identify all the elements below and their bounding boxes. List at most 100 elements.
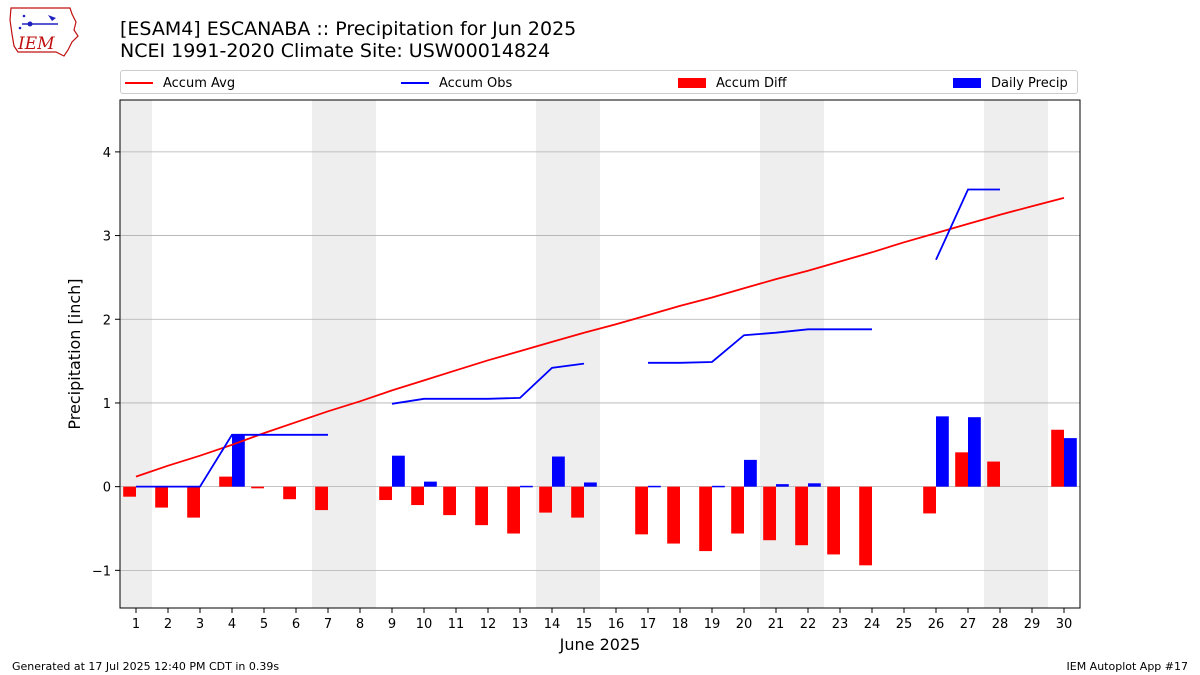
accum-diff-bar <box>827 486 840 555</box>
y-tick-label: 4 <box>103 146 111 161</box>
logo-text: IEM <box>17 34 55 54</box>
daily-precip-bar <box>776 484 789 487</box>
y-axis-label: Precipitation [inch] <box>65 278 84 429</box>
accum-diff-bar <box>731 486 744 534</box>
x-axis-label: June 2025 <box>559 635 641 654</box>
x-tick-label: 5 <box>260 617 268 632</box>
accum-diff-bar <box>635 486 648 535</box>
legend-item-accum-avg: Accum Avg <box>125 74 235 92</box>
accum-diff-bar <box>699 486 712 552</box>
accum-diff-bar <box>667 486 680 544</box>
chart-title: [ESAM4] ESCANABA :: Precipitation for Ju… <box>120 18 577 40</box>
legend-item-accum-obs: Accum Obs <box>401 74 512 92</box>
x-tick-label: 21 <box>768 617 785 632</box>
daily-precip-bar <box>232 434 245 487</box>
plot-frame <box>119 99 1081 609</box>
accum-diff-bar <box>251 486 264 489</box>
legend-item-daily-precip: Daily Precip <box>953 74 1068 92</box>
iem-iowa-logo: IEM <box>9 7 79 57</box>
daily-precip-bar <box>808 483 821 487</box>
x-tick-label: 27 <box>960 617 977 632</box>
y-tick-label: 2 <box>103 313 111 328</box>
x-tick-label: 12 <box>480 617 497 632</box>
legend-swatch-accum-obs <box>401 82 429 84</box>
daily-precip-bar <box>520 485 533 488</box>
weekend-band <box>536 100 568 608</box>
legend-label-daily-precip: Daily Precip <box>991 75 1068 91</box>
accum-diff-bar <box>1051 429 1064 487</box>
y-axis: −1 0 1 2 3 4 <box>92 146 120 579</box>
accum-obs-line <box>391 362 585 405</box>
x-tick-label: 30 <box>1056 617 1073 632</box>
accum-diff-bar <box>763 486 776 541</box>
weekend-band <box>568 100 600 608</box>
accum-obs-line <box>136 433 328 488</box>
legend-swatch-accum-diff <box>678 78 706 88</box>
accum-diff-bar <box>923 486 936 514</box>
x-tick-label: 15 <box>576 617 593 632</box>
accum-diff-bar <box>571 486 584 518</box>
x-tick-label: 14 <box>544 617 561 632</box>
chart-subtitle: NCEI 1991-2020 Climate Site: USW00014824 <box>120 40 551 62</box>
accum-diff-bar <box>955 452 968 487</box>
x-tick-label: 1 <box>132 617 140 632</box>
weekend-shading <box>120 100 1048 608</box>
x-tick-label: 25 <box>896 617 913 632</box>
x-tick-label: 29 <box>1024 617 1041 632</box>
accum-diff-bar <box>315 486 328 511</box>
x-tick-label: 20 <box>736 617 753 632</box>
gridlines <box>120 151 1080 571</box>
x-tick-label: 28 <box>992 617 1009 632</box>
y-tick-label: 3 <box>103 230 111 245</box>
accum-avg-line <box>135 197 1065 478</box>
x-axis: 1 2 3 4 5 6 7 8 9 10 11 12 13 14 15 16 17 18 19 20 21 22 23 24 2… <box>132 608 1072 632</box>
x-tick-label: 13 <box>512 617 529 632</box>
weekend-band <box>1016 100 1048 608</box>
x-tick-label: 2 <box>164 617 172 632</box>
legend-item-accum-diff: Accum Diff <box>678 74 787 92</box>
daily-precip-bar <box>744 459 757 487</box>
daily-precip-bar <box>392 455 405 487</box>
daily-precip-bar <box>968 417 981 487</box>
generated-timestamp: Generated at 17 Jul 2025 12:40 PM CDT in… <box>12 660 280 673</box>
accum-diff-bar <box>219 476 232 487</box>
legend: Accum Avg Accum Obs Accum Diff Daily Pre… <box>120 70 1078 94</box>
daily-precip-bar <box>648 485 661 488</box>
daily-precip-bar <box>584 482 597 487</box>
accum-diff-bar <box>859 486 872 566</box>
x-tick-label: 8 <box>356 617 364 632</box>
x-tick-label: 19 <box>704 617 721 632</box>
accum-diff-bar <box>507 486 520 534</box>
x-tick-label: 3 <box>196 617 204 632</box>
weekend-band <box>120 100 152 608</box>
legend-label-accum-obs: Accum Obs <box>439 75 513 91</box>
accum-diff-bar <box>155 486 168 508</box>
x-tick-label: 4 <box>228 617 236 632</box>
accum-diff-bar <box>987 461 1000 487</box>
x-tick-label: 11 <box>448 617 465 632</box>
x-tick-label: 16 <box>608 617 625 632</box>
daily-precip-bar <box>936 416 949 487</box>
legend-label-accum-diff: Accum Diff <box>716 75 787 91</box>
accum-diff-bar <box>443 486 456 516</box>
daily-precip-bar <box>424 481 437 487</box>
x-tick-label: 18 <box>672 617 689 632</box>
daily-precip-bar <box>1064 438 1077 487</box>
accum-diff-bar <box>795 486 808 546</box>
accum-diff-bar <box>379 486 392 501</box>
x-tick-label: 10 <box>416 617 433 632</box>
x-tick-label: 23 <box>832 617 849 632</box>
weekend-band <box>984 100 1016 608</box>
daily-precip-bar <box>552 456 565 487</box>
legend-swatch-accum-avg <box>125 82 153 84</box>
accum-diff-bar <box>411 486 424 506</box>
daily-precip-bar <box>712 485 725 488</box>
x-tick-label: 22 <box>800 617 817 632</box>
y-tick-label: 0 <box>103 481 111 496</box>
accum-diff-bar <box>539 486 552 513</box>
lines <box>135 188 1065 488</box>
accum-diff-bar <box>187 486 200 518</box>
x-tick-label: 9 <box>388 617 396 632</box>
weekend-band <box>312 100 344 608</box>
